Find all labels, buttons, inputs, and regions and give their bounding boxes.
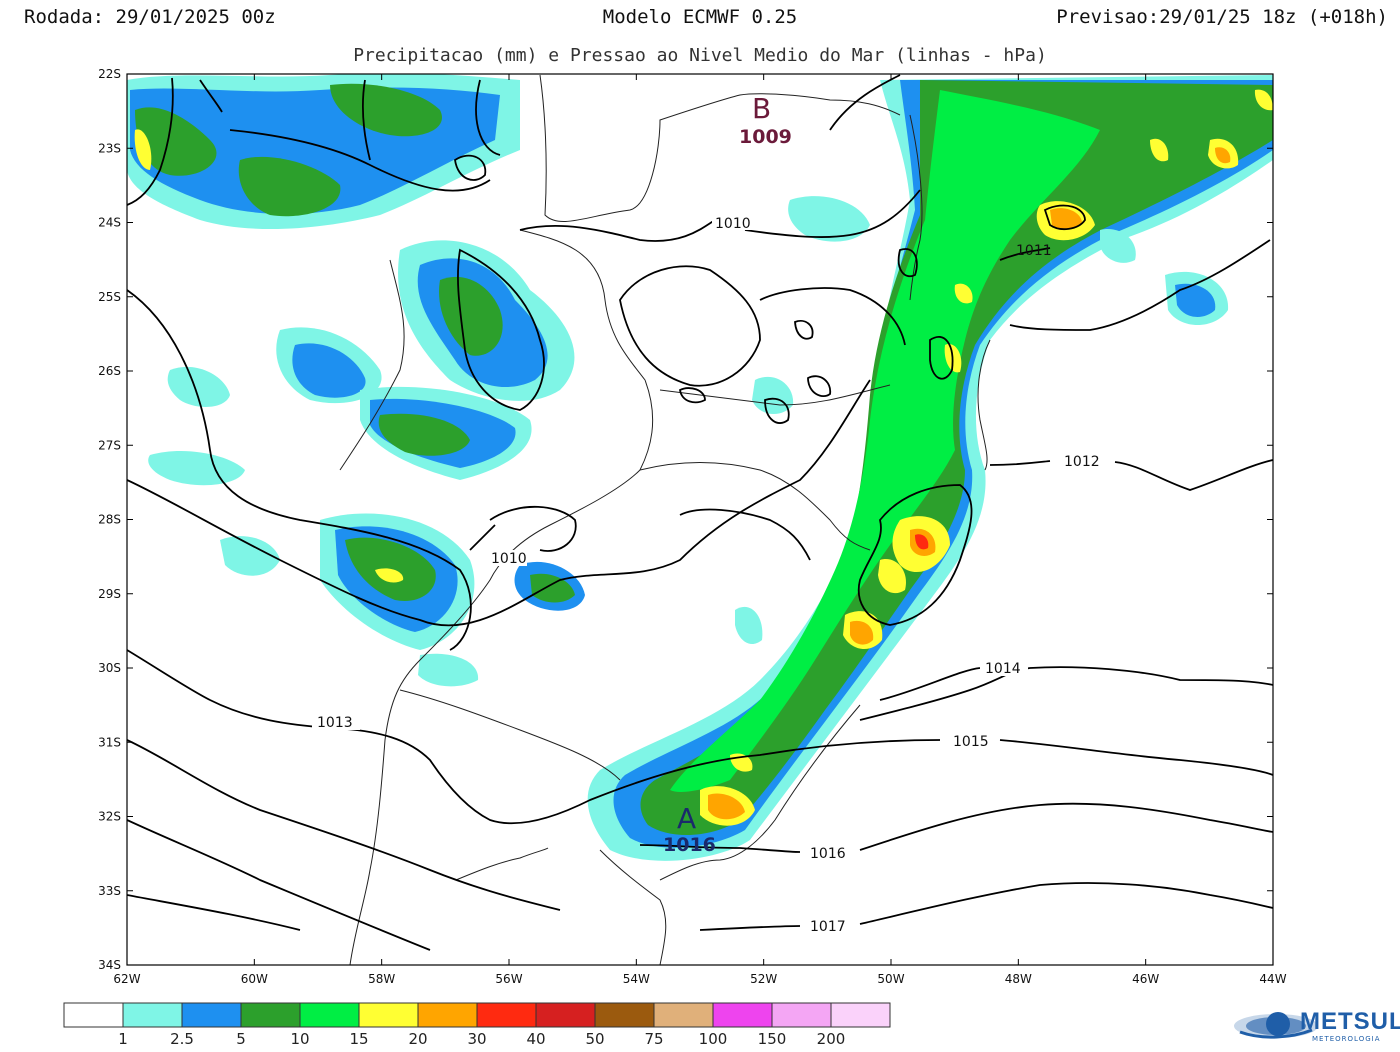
lon-tick-label: 44W xyxy=(1259,972,1286,986)
legend-label: 15 xyxy=(349,1030,368,1048)
forecast-time-label: Previsao:29/01/25 18z (+018h) xyxy=(1056,6,1388,28)
legend-swatch xyxy=(181,1002,242,1028)
lon-tick-label: 58W xyxy=(368,972,395,986)
legend-label: 20 xyxy=(408,1030,427,1048)
isobar-label: 1011 xyxy=(1016,243,1052,259)
legend-label: 2.5 xyxy=(170,1030,194,1048)
legend-swatch xyxy=(653,1002,714,1028)
legend-label: 150 xyxy=(758,1030,787,1048)
legend-swatch xyxy=(358,1002,419,1028)
lat-tick-label: 30S xyxy=(98,661,121,675)
precipitation-field xyxy=(127,74,1273,861)
isobar-label: 1010 xyxy=(491,551,527,567)
high-pressure-center: A 1016 xyxy=(663,802,716,856)
isobar-label: 1016 xyxy=(810,846,846,862)
legend-swatch xyxy=(535,1002,596,1028)
isobar-label: 1010 xyxy=(715,216,751,232)
lat-tick-label: 27S xyxy=(98,438,121,452)
lat-tick-label: 23S xyxy=(98,141,121,155)
legend-label: 1 xyxy=(118,1030,128,1048)
lat-tick-label: 33S xyxy=(98,884,121,898)
lat-tick-label: 28S xyxy=(98,513,121,527)
legend-swatch xyxy=(122,1002,183,1028)
legend-swatch xyxy=(830,1002,891,1028)
lat-tick-label: 26S xyxy=(98,364,121,378)
legend-swatch xyxy=(299,1002,360,1028)
legend-label: 30 xyxy=(467,1030,486,1048)
legend-swatch xyxy=(417,1002,478,1028)
high-center-letter: A xyxy=(677,802,696,835)
legend-label: 50 xyxy=(585,1030,604,1048)
metsul-logo xyxy=(1234,1012,1318,1039)
low-center-letter: B xyxy=(752,92,771,125)
low-center-value: 1009 xyxy=(739,126,792,148)
isobar-label: 1017 xyxy=(810,919,846,935)
legend-label: 200 xyxy=(817,1030,846,1048)
axis-ticks: 62W 60W 58W 56W 54W 52W 50W 48W 46W 44W 22S 23S 24S 2… xyxy=(98,67,1287,986)
lat-tick-label: 31S xyxy=(98,735,121,749)
lat-tick-label: 29S xyxy=(98,587,121,601)
lat-tick-label: 22S xyxy=(98,67,121,81)
isobar-label: 1013 xyxy=(317,715,353,731)
run-time-label: Rodada: 29/01/2025 00z xyxy=(24,6,276,28)
lat-tick-label: 34S xyxy=(98,958,121,972)
lon-tick-label: 50W xyxy=(877,972,904,986)
logo-tagline: METEOROLOGIA xyxy=(1312,1035,1381,1043)
high-center-value: 1016 xyxy=(663,834,716,856)
legend-label: 75 xyxy=(644,1030,663,1048)
isobars xyxy=(127,74,1273,951)
lon-tick-label: 46W xyxy=(1132,972,1159,986)
legend-label: 100 xyxy=(699,1030,728,1048)
legend-swatch xyxy=(240,1002,301,1028)
logo-name: METSUL xyxy=(1300,1008,1400,1035)
lon-tick-label: 54W xyxy=(623,972,650,986)
legend-label: 40 xyxy=(526,1030,545,1048)
legend-swatch xyxy=(476,1002,537,1028)
lon-tick-label: 62W xyxy=(113,972,140,986)
isobar-label: 1015 xyxy=(953,734,989,750)
lon-tick-label: 56W xyxy=(495,972,522,986)
lon-tick-label: 60W xyxy=(241,972,268,986)
lon-tick-label: 52W xyxy=(750,972,777,986)
legend-label: 10 xyxy=(290,1030,309,1048)
legend-swatch xyxy=(712,1002,773,1028)
lat-tick-label: 25S xyxy=(98,290,121,304)
lon-tick-label: 48W xyxy=(1005,972,1032,986)
map-subtitle: Precipitacao (mm) e Pressao ao Nivel Med… xyxy=(353,45,1047,66)
precipitation-legend: 1 2.5 5 10 15 20 30 40 50 75 100 150 200 xyxy=(63,1002,891,1048)
legend-label: 5 xyxy=(236,1030,246,1048)
isobar-label: 1014 xyxy=(985,661,1021,677)
low-pressure-center: B 1009 xyxy=(739,92,792,148)
lat-tick-label: 24S xyxy=(98,216,121,230)
legend-swatch xyxy=(771,1002,832,1028)
lat-tick-label: 32S xyxy=(98,810,121,824)
isobar-label: 1012 xyxy=(1064,454,1100,470)
isobar-label-group: 1010 1010 1011 1012 1013 1014 1015 1016 … xyxy=(312,214,1106,935)
legend-swatch xyxy=(594,1002,655,1028)
model-label: Modelo ECMWF 0.25 xyxy=(602,6,798,28)
legend-swatch xyxy=(63,1002,124,1028)
